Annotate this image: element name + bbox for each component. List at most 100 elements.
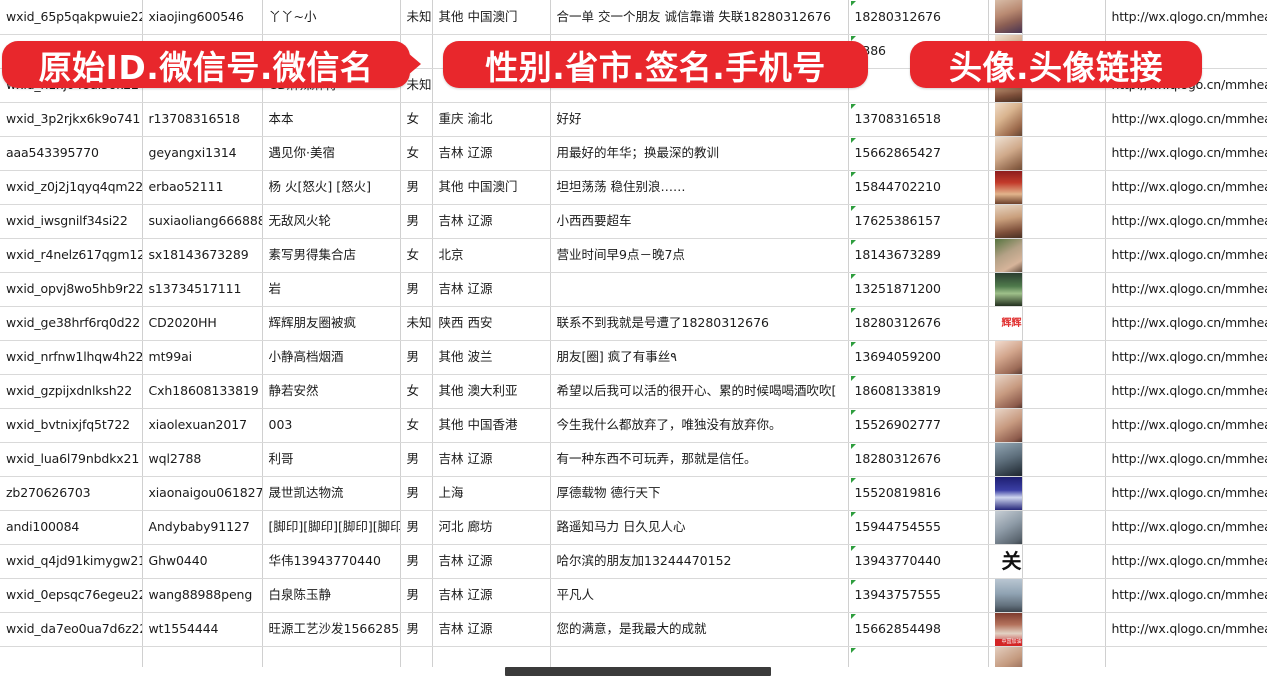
cell-gender[interactable]: 女 [400,136,433,171]
cell-wechat-name[interactable]: 丫丫~小 [262,0,401,35]
cell-province-city[interactable]: 河北 廊坊 [432,510,551,545]
cell-avatar-link[interactable]: http://wx.qlogo.cn/mmhead [1105,238,1267,273]
cell-gender[interactable]: 未知 [400,0,433,35]
cell-phone-number[interactable]: 13694059200 [848,340,989,375]
cell-original-id[interactable]: wxid_z0j2j1qyq4qm22 [0,170,143,205]
cell-signature[interactable]: 用最好的年华；换最深的教训 [550,136,849,171]
cell-wechat-id[interactable]: CD2020HH [142,306,263,341]
cell-phone-number[interactable]: 18143673289 [848,238,989,273]
cell-wechat-name[interactable]: 小静高档烟酒 [262,340,401,375]
cell-province-city[interactable]: 其他 中国澳门 [432,0,551,35]
cell-original-id[interactable]: wxid_65p5qakpwuie22 [0,0,143,35]
table-row[interactable]: wxid_bvtnixjfq5t722 xiaolexuan2017 003 女其他 … [0,408,1267,443]
cell-avatar-link[interactable]: http://wx.qlogo.cn/mmhead [1105,102,1267,137]
cell-province-city[interactable]: 吉林 辽源 [432,544,551,579]
cell-wechat-name[interactable]: 旺源工艺沙发15662854 [262,612,401,647]
horizontal-scrollbar-thumb[interactable] [505,667,771,676]
cell-avatar-link[interactable]: http://wx.qlogo.cn/mmhead [1105,340,1267,375]
cell-avatar[interactable] [987,170,1023,205]
cell-original-id[interactable]: wxid_lua6l79nbdkx21 [0,442,143,477]
cell-province-city[interactable]: 吉林 辽源 [432,136,551,171]
cell-phone-number[interactable]: 13708316518 [848,102,989,137]
cell-avatar[interactable] [987,612,1023,647]
cell-avatar-link[interactable]: http://wx.qlogo.cn/mmhead [1105,0,1267,35]
cell-original-id[interactable]: wxid_q4jd91kimygw21 [0,544,143,579]
cell-province-city[interactable]: 吉林 辽源 [432,442,551,477]
cell-spacer[interactable] [1022,442,1106,477]
cell-spacer[interactable] [1022,578,1106,613]
cell-avatar[interactable] [987,442,1023,477]
cell-wechat-id[interactable]: Andybaby91127 [142,510,263,545]
cell-phone-number[interactable]: 15662854498 [848,612,989,647]
cell-wechat-id[interactable]: xiaolexuan2017 [142,408,263,443]
cell-avatar[interactable] [987,374,1023,409]
table-row[interactable]: wxid_opvj8wo5hb9r22 s13734517111 岩男吉林 辽源 13… [0,272,1267,307]
cell-original-id[interactable]: wxid_3p2rjkx6k9o741 [0,102,143,137]
cell-province-city[interactable]: 北京 [432,238,551,273]
cell-province-city[interactable]: 其他 澳大利亚 [432,374,551,409]
cell-phone-number[interactable]: 13943770440 [848,544,989,579]
cell-signature[interactable]: 好好 [550,102,849,137]
cell-spacer[interactable] [1022,374,1106,409]
cell-avatar-link[interactable]: http://wx.qlogo.cn/mmhead [1105,272,1267,307]
cell-wechat-id[interactable]: suxiaoliang666888 [142,204,263,239]
cell-original-id[interactable]: wxid_da7eo0ua7d6z22 [0,612,143,647]
cell-signature[interactable]: 路遥知马力 日久见人心 [550,510,849,545]
cell-wechat-id[interactable]: Ghw0440 [142,544,263,579]
cell-avatar[interactable] [987,578,1023,613]
cell-avatar-link[interactable]: http://wx.qlogo.cn/mmhead [1105,204,1267,239]
cell-spacer[interactable] [1022,204,1106,239]
cell-wechat-id[interactable]: mt99ai [142,340,263,375]
cell-gender[interactable]: 男 [400,476,433,511]
table-row[interactable]: wxid_lua6l79nbdkx21 wql2788 利哥男吉林 辽源 有一种东西不… [0,442,1267,477]
cell-province-city[interactable]: 吉林 辽源 [432,204,551,239]
cell-province-city[interactable]: 吉林 辽源 [432,272,551,307]
cell-wechat-id[interactable]: xiaojing600546 [142,0,263,35]
cell-avatar[interactable] [987,306,1023,341]
cell-avatar[interactable] [987,408,1023,443]
cell-wechat-name[interactable]: 岩 [262,272,401,307]
cell-avatar[interactable] [987,476,1023,511]
cell-signature[interactable] [550,272,849,307]
cell-original-id[interactable]: wxid_gzpijxdnlksh22 [0,374,143,409]
cell-province-city[interactable]: 其他 中国香港 [432,408,551,443]
table-row[interactable]: andi100084 Andybaby91127 [脚印][脚印][脚印][脚印男河… [0,510,1267,545]
cell-gender[interactable]: 女 [400,408,433,443]
cell-spacer[interactable] [1022,408,1106,443]
cell-wechat-id[interactable]: Cxh18608133819 [142,374,263,409]
cell-wechat-name[interactable]: 静若安然 [262,374,401,409]
table-row[interactable]: zb270626703 xiaonaigou061827 晟世凯达物流男上海 厚德载物… [0,476,1267,511]
cell-avatar-link[interactable]: http://wx.qlogo.cn/mmhead [1105,374,1267,409]
cell-phone-number[interactable]: 15844702210 [848,170,989,205]
cell-gender[interactable]: 男 [400,544,433,579]
cell-spacer[interactable] [1022,340,1106,375]
cell-wechat-id[interactable]: xiaonaigou061827 [142,476,263,511]
cell-signature[interactable]: 希望以后我可以活的很开心、累的时候喝喝酒吹吹[ [550,374,849,409]
cell-phone-number[interactable]: 15944754555 [848,510,989,545]
cell-wechat-id[interactable]: wang88988peng [142,578,263,613]
cell-gender[interactable]: 男 [400,204,433,239]
cell-avatar-link[interactable]: http://wx.qlogo.cn/mmhead [1105,510,1267,545]
cell-phone-number[interactable]: 15662865427 [848,136,989,171]
cell-gender[interactable]: 男 [400,442,433,477]
cell-spacer[interactable] [1022,0,1106,35]
cell-phone-number[interactable]: 18608133819 [848,374,989,409]
cell-phone-number[interactable]: 18280312676 [848,306,989,341]
cell-wechat-name[interactable]: 素写男得集合店 [262,238,401,273]
cell-wechat-name[interactable]: 本本 [262,102,401,137]
cell-wechat-name[interactable]: 白泉陈玉静 [262,578,401,613]
cell-province-city[interactable]: 吉林 辽源 [432,612,551,647]
cell-avatar[interactable] [987,238,1023,273]
cell-original-id[interactable]: aaa543395770 [0,136,143,171]
cell-gender[interactable]: 男 [400,170,433,205]
table-row[interactable]: wxid_gzpijxdnlksh22 Cxh18608133819 静若安然女其他… [0,374,1267,409]
cell-spacer[interactable] [1022,238,1106,273]
cell-wechat-name[interactable]: 遇见你·美宿 [262,136,401,171]
cell-phone-number[interactable]: 18280312676 [848,442,989,477]
cell-gender[interactable]: 男 [400,510,433,545]
cell-spacer[interactable] [1022,170,1106,205]
table-row[interactable]: wxid_ge38hrf6rq0d22 CD2020HH 辉辉朋友圈被疯 未知 陕西 西… [0,306,1267,341]
cell-wechat-name[interactable]: 003 [262,408,401,443]
table-row[interactable]: wxid_65p5qakpwuie22 xiaojing600546 丫丫~小 未知其… [0,0,1267,35]
